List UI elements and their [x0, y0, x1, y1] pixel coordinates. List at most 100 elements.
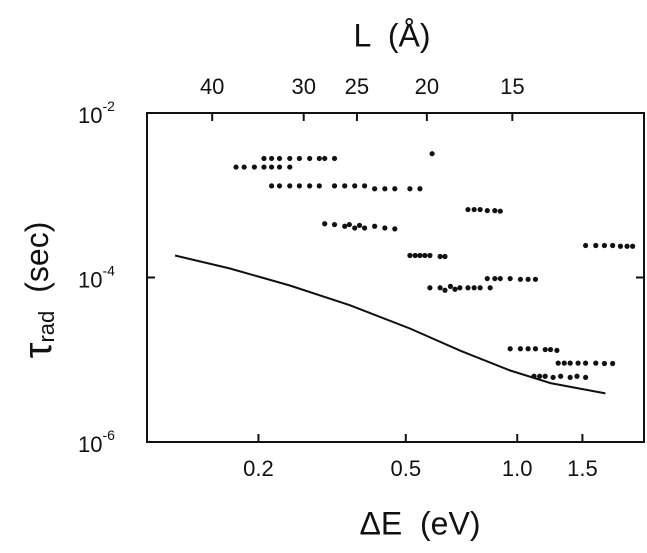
data-point [465, 285, 471, 291]
y-label-symbol: τ [16, 342, 60, 358]
data-point [624, 243, 630, 249]
data-point [517, 276, 524, 282]
data-point [492, 208, 498, 214]
data-point [417, 252, 423, 259]
x-axis-label: ΔE (eV) [360, 505, 481, 541]
data-point [574, 373, 580, 379]
data-point [382, 186, 388, 192]
data-point [507, 346, 513, 352]
data-point [610, 360, 616, 367]
data-point [558, 373, 564, 379]
data-point [630, 243, 636, 249]
data-point [322, 221, 328, 227]
data-point [412, 252, 418, 259]
data-point [487, 285, 493, 291]
y-tick-exponent: -6 [102, 427, 115, 443]
curve [174, 254, 606, 395]
data-point [525, 276, 531, 282]
data-point [532, 276, 539, 282]
y-tick-label: 10-6 [78, 427, 115, 457]
data-point [484, 275, 490, 282]
data-point [442, 287, 448, 293]
data-point [331, 155, 338, 162]
x-tick-label: 0.5 [390, 456, 421, 481]
data-point [617, 243, 624, 249]
data-point [575, 360, 581, 366]
data-point [593, 360, 599, 366]
data-point [437, 285, 443, 291]
data-point [392, 186, 398, 192]
data-point [484, 208, 490, 214]
data-point [268, 183, 275, 189]
top-x-tick-label: 15 [500, 74, 524, 99]
data-point [554, 347, 560, 353]
y-tick-label: 10-4 [78, 262, 115, 292]
data-point [517, 346, 524, 352]
data-point [361, 183, 368, 189]
data-point [457, 285, 463, 291]
y-label-unit: (sec) [19, 222, 55, 293]
data-point [261, 164, 267, 170]
data-point [296, 155, 302, 162]
data-point [465, 206, 471, 213]
data-point [567, 360, 573, 366]
data-point [352, 225, 358, 231]
data-point [442, 253, 448, 260]
data-point [352, 183, 358, 189]
data-point [316, 155, 322, 162]
data-point [567, 374, 573, 381]
data-point [296, 183, 302, 189]
top-x-tick-label: 25 [345, 74, 369, 99]
data-point [583, 374, 589, 381]
data-point [307, 155, 313, 162]
data-point [307, 183, 313, 189]
y-axis-label: τrad (sec) [16, 222, 60, 359]
data-point [542, 373, 548, 379]
data-point [392, 226, 398, 232]
data-point [427, 285, 433, 291]
x-tick-label: 1.0 [502, 456, 533, 481]
data-point [477, 206, 483, 213]
data-point [361, 225, 368, 231]
data-point [382, 225, 388, 231]
data-point [331, 221, 338, 228]
plot-frame [146, 112, 645, 443]
x-tick-label: 0.2 [243, 456, 274, 481]
data-point [322, 155, 328, 162]
data-point [356, 222, 363, 228]
top-axis-label: L (Å) [353, 17, 430, 53]
data-point [261, 155, 267, 162]
data-point [429, 151, 435, 157]
x-tick-label: 1.5 [567, 456, 598, 481]
data-point [372, 223, 378, 229]
y-tick-label: 10-2 [78, 98, 115, 128]
data-point [437, 253, 443, 260]
data-point [276, 183, 283, 189]
data-point [447, 283, 454, 289]
data-point [287, 183, 293, 189]
data-point [492, 275, 498, 282]
data-point [287, 155, 293, 162]
data-point [507, 275, 513, 282]
data-point [287, 164, 293, 170]
data-point [316, 183, 322, 189]
data-point [233, 164, 239, 170]
data-point [331, 183, 338, 189]
top-x-tick-label: 40 [200, 74, 224, 99]
data-point [471, 285, 477, 291]
data-point [593, 242, 599, 249]
data-point [342, 183, 348, 189]
data-point [241, 164, 247, 170]
data-point [268, 155, 275, 162]
data-point [601, 242, 608, 249]
data-point [525, 346, 531, 352]
data-point [532, 346, 539, 352]
y-tick-exponent: -4 [102, 262, 115, 278]
data-point [276, 155, 283, 162]
y-tick-exponent: -2 [102, 98, 115, 114]
top-x-tick-label: 30 [291, 74, 315, 99]
data-point [346, 221, 352, 228]
data-point [452, 286, 458, 292]
data-point [537, 373, 543, 379]
